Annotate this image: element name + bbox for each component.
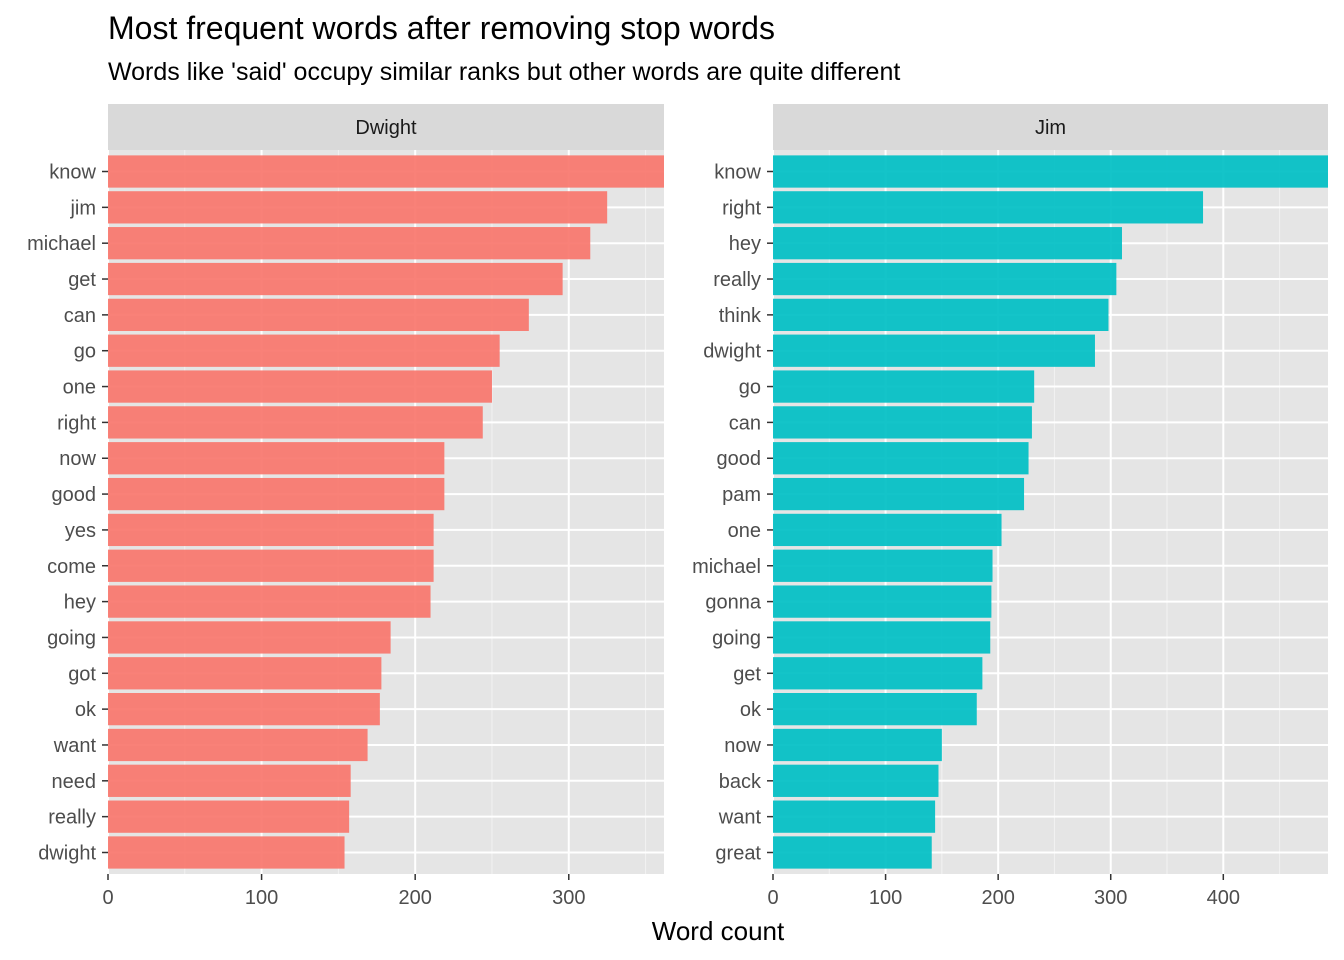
- y-tick-label: good: [717, 448, 762, 470]
- bar-need: [108, 764, 351, 797]
- y-tick-label: great: [715, 842, 761, 864]
- bar-got: [108, 657, 382, 690]
- y-tick-label: can: [64, 305, 96, 327]
- y-tick-label: think: [719, 305, 762, 327]
- y-tick-label: now: [59, 448, 96, 470]
- y-tick-label: good: [52, 484, 97, 506]
- y-tick-label: pam: [722, 484, 761, 506]
- bar-hey: [773, 227, 1122, 260]
- chart-title: Most frequent words after removing stop …: [108, 10, 775, 46]
- facet-strip: [108, 104, 664, 150]
- y-tick-label: want: [718, 807, 762, 829]
- bar-jim: [108, 191, 608, 224]
- y-tick-label: going: [712, 627, 761, 649]
- y-tick-label: ok: [75, 699, 97, 721]
- y-tick-label: really: [713, 269, 761, 291]
- y-tick-label: one: [63, 377, 96, 399]
- chart-subtitle: Words like 'said' occupy similar ranks b…: [108, 58, 901, 86]
- y-tick-label: need: [52, 771, 97, 793]
- x-tick-label: 0: [767, 887, 778, 909]
- y-tick-label: going: [47, 627, 96, 649]
- bar-go: [108, 334, 500, 367]
- facet-strip-label: Dwight: [355, 117, 417, 139]
- y-tick-label: really: [48, 807, 96, 829]
- y-tick-label: gonna: [705, 592, 761, 614]
- bar-really: [108, 800, 350, 833]
- bar-want: [108, 728, 368, 762]
- bar-yes: [108, 513, 434, 547]
- y-tick-label: get: [733, 663, 761, 685]
- bar-right: [108, 406, 483, 439]
- bar-come: [108, 549, 434, 582]
- bar-going: [108, 621, 391, 654]
- bar-get: [108, 262, 563, 296]
- y-tick-label: michael: [27, 233, 96, 255]
- y-tick-label: got: [68, 663, 96, 685]
- bar-know: [108, 155, 664, 188]
- facet-panel-jim: Jim know right hey really think dwight go can goo…: [692, 104, 1328, 909]
- y-tick-label: want: [53, 735, 97, 757]
- facet-strip: [773, 104, 1328, 150]
- y-tick-label: back: [719, 771, 762, 793]
- x-tick-label: 300: [1094, 887, 1127, 909]
- y-tick-label: ok: [740, 699, 762, 721]
- bar-gonna: [773, 585, 992, 618]
- bar-right: [773, 191, 1204, 224]
- x-tick-label: 200: [398, 887, 431, 909]
- bar-know: [773, 155, 1328, 188]
- x-tick-label: 200: [981, 887, 1014, 909]
- facet-strip-label: Jim: [1035, 117, 1066, 139]
- bar-good: [108, 477, 445, 511]
- y-tick-label: can: [729, 412, 761, 434]
- bar-dwight: [773, 334, 1095, 367]
- bar-dwight: [108, 836, 345, 869]
- bar-one: [773, 513, 1002, 547]
- y-tick-label: come: [47, 556, 96, 578]
- bar-one: [108, 370, 492, 403]
- bar-hey: [108, 585, 431, 618]
- bar-going: [773, 621, 991, 654]
- y-tick-label: hey: [729, 233, 761, 255]
- y-tick-label: michael: [692, 556, 761, 578]
- y-tick-label: now: [724, 735, 761, 757]
- bar-great: [773, 836, 932, 869]
- y-tick-label: know: [714, 162, 761, 184]
- bar-can: [773, 406, 1032, 439]
- x-tick-label: 100: [245, 887, 278, 909]
- bar-michael: [773, 549, 993, 582]
- bar-ok: [773, 693, 977, 726]
- y-tick-label: right: [722, 197, 761, 219]
- bar-good: [773, 442, 1029, 475]
- y-tick-label: get: [68, 269, 96, 291]
- facet-panel-dwight: Dwight know jim michael get can go one right now g…: [27, 104, 664, 909]
- bar-get: [773, 657, 983, 690]
- x-axis-title: Word count: [652, 916, 785, 946]
- y-tick-label: hey: [64, 592, 96, 614]
- y-tick-label: one: [728, 520, 761, 542]
- bar-want: [773, 800, 936, 833]
- bar-really: [773, 262, 1117, 296]
- x-tick-label: 300: [552, 887, 585, 909]
- bar-pam: [773, 477, 1025, 511]
- bar-now: [773, 728, 942, 762]
- bar-ok: [108, 693, 380, 726]
- x-tick-label: 100: [869, 887, 902, 909]
- bar-can: [108, 298, 529, 331]
- x-tick-label: 0: [102, 887, 113, 909]
- y-tick-label: know: [49, 162, 96, 184]
- y-tick-label: dwight: [703, 341, 761, 363]
- y-tick-label: dwight: [38, 842, 96, 864]
- bar-now: [108, 442, 445, 475]
- x-tick-label: 400: [1207, 887, 1240, 909]
- y-tick-label: jim: [69, 197, 96, 219]
- y-tick-label: go: [739, 377, 761, 399]
- y-tick-label: right: [57, 412, 96, 434]
- y-tick-label: go: [74, 341, 96, 363]
- bar-think: [773, 298, 1109, 331]
- bar-go: [773, 370, 1035, 403]
- bar-michael: [108, 227, 591, 260]
- bar-back: [773, 764, 939, 797]
- y-tick-label: yes: [65, 520, 96, 542]
